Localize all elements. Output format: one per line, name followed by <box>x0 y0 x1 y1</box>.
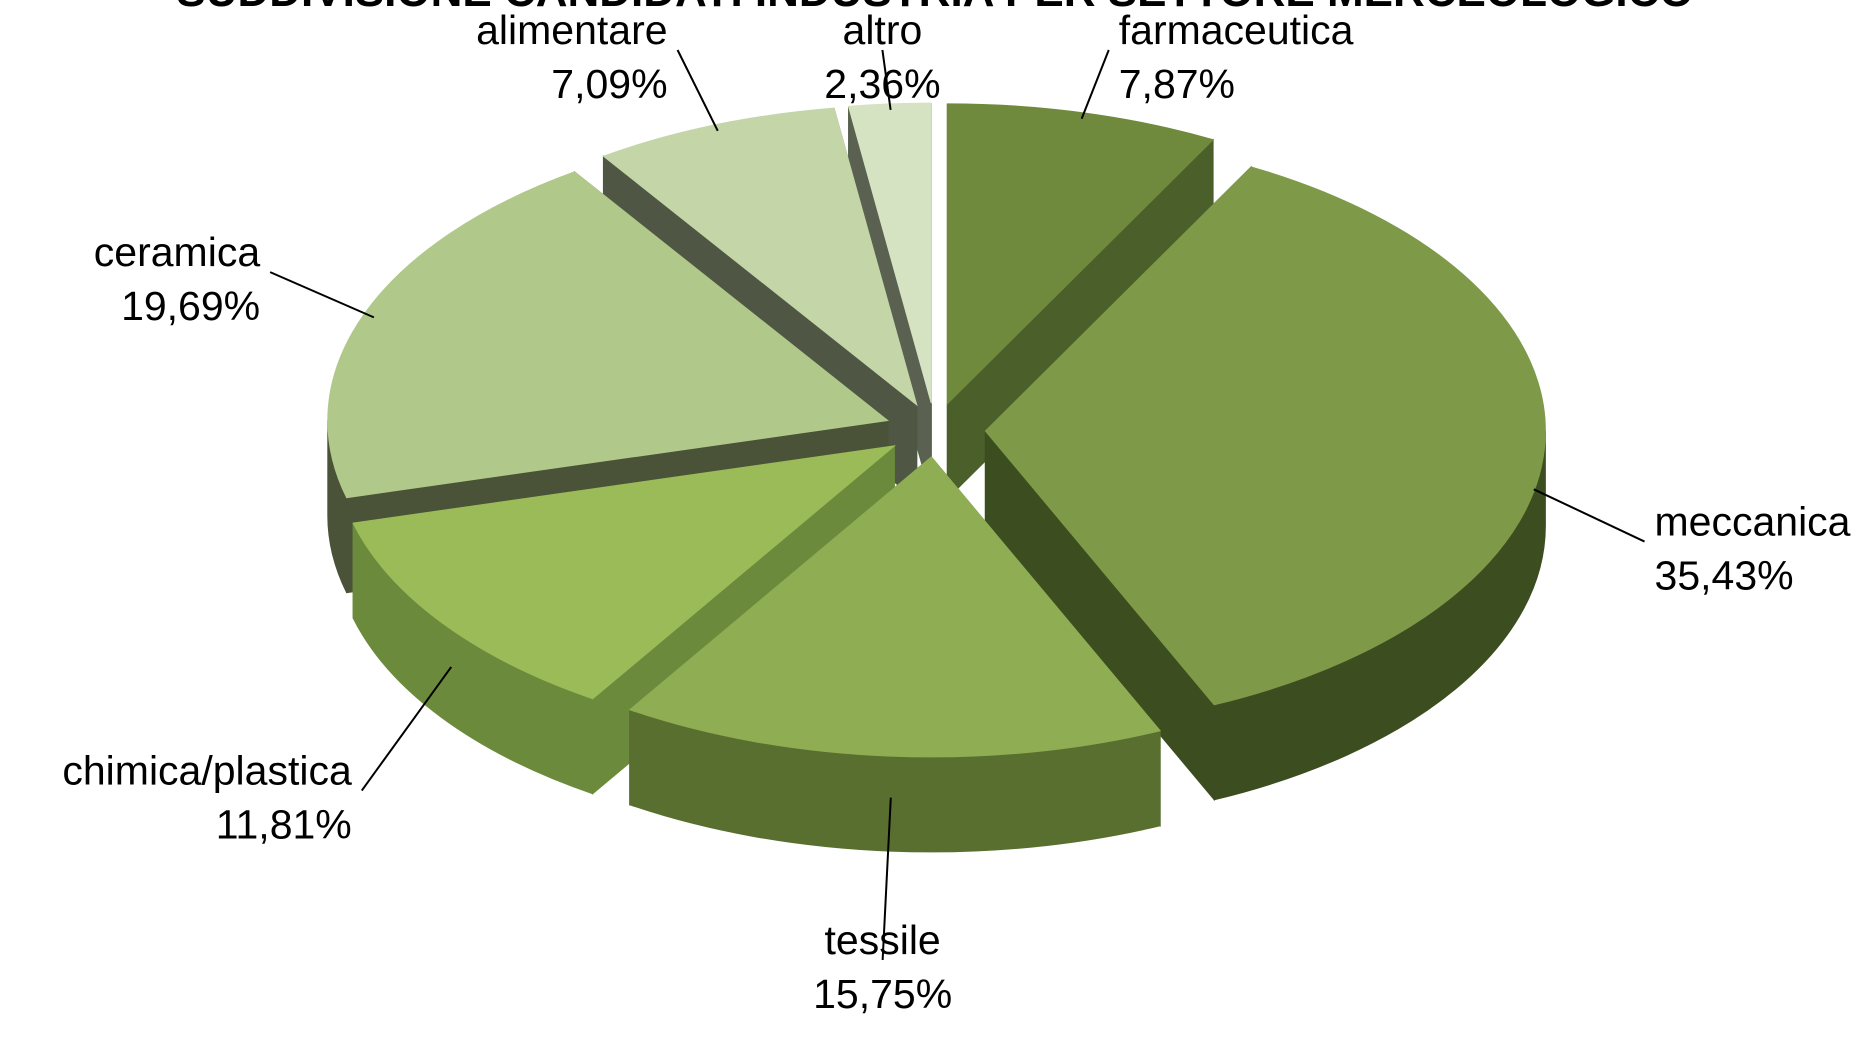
slice-value-farmaceutica: 7,87% <box>1119 61 1235 107</box>
chart-title: SUDDIVISIONE CANDIDATI INDUSTRIA PER SET… <box>176 0 1693 16</box>
leader-line-tessile <box>881 797 892 961</box>
leader-line-alimentare <box>676 49 719 132</box>
slice-label-meccanica: meccanica <box>1655 499 1851 545</box>
slice-value-meccanica: 35,43% <box>1655 553 1794 599</box>
leader-line-ceramica <box>269 271 375 319</box>
leader-line-farmaceutica <box>1080 49 1110 120</box>
slice-value-alimentare: 7,09% <box>551 61 667 107</box>
slice-value-chimica-plastica: 11,81% <box>216 802 352 848</box>
slice-top-ceramica <box>327 171 890 499</box>
slice-label-altro: altro <box>843 7 923 53</box>
slice-label-alimentare: alimentare <box>476 7 667 53</box>
leader-line-chimica-plastica <box>360 666 453 792</box>
slice-top-meccanica <box>984 166 1546 706</box>
slice-value-ceramica: 19,69% <box>121 283 260 329</box>
slice-top-tessile <box>628 456 1162 758</box>
slice-label-chimica-plastica: chimica/plastica <box>62 748 352 794</box>
slice-top-chimica-plastica <box>352 445 896 700</box>
pie-slices <box>327 102 1546 853</box>
slice-label-ceramica: ceramica <box>94 229 261 275</box>
slice-value-altro: 2,36% <box>824 61 940 107</box>
slice-label-tessile: tessile <box>825 917 941 963</box>
slice-value-tessile: 15,75% <box>813 971 952 1017</box>
pie-labels: farmaceutica 7,87% meccanica 35,43% tessile 1… <box>62 7 1850 1017</box>
slice-label-farmaceutica: farmaceutica <box>1119 7 1354 53</box>
leader-line-meccanica <box>1533 488 1645 543</box>
pie-slice-tessile <box>628 455 1162 853</box>
slice-top-alimentare <box>602 107 918 407</box>
leader-line-altro <box>881 49 892 111</box>
pie-slice-meccanica <box>984 165 1546 802</box>
